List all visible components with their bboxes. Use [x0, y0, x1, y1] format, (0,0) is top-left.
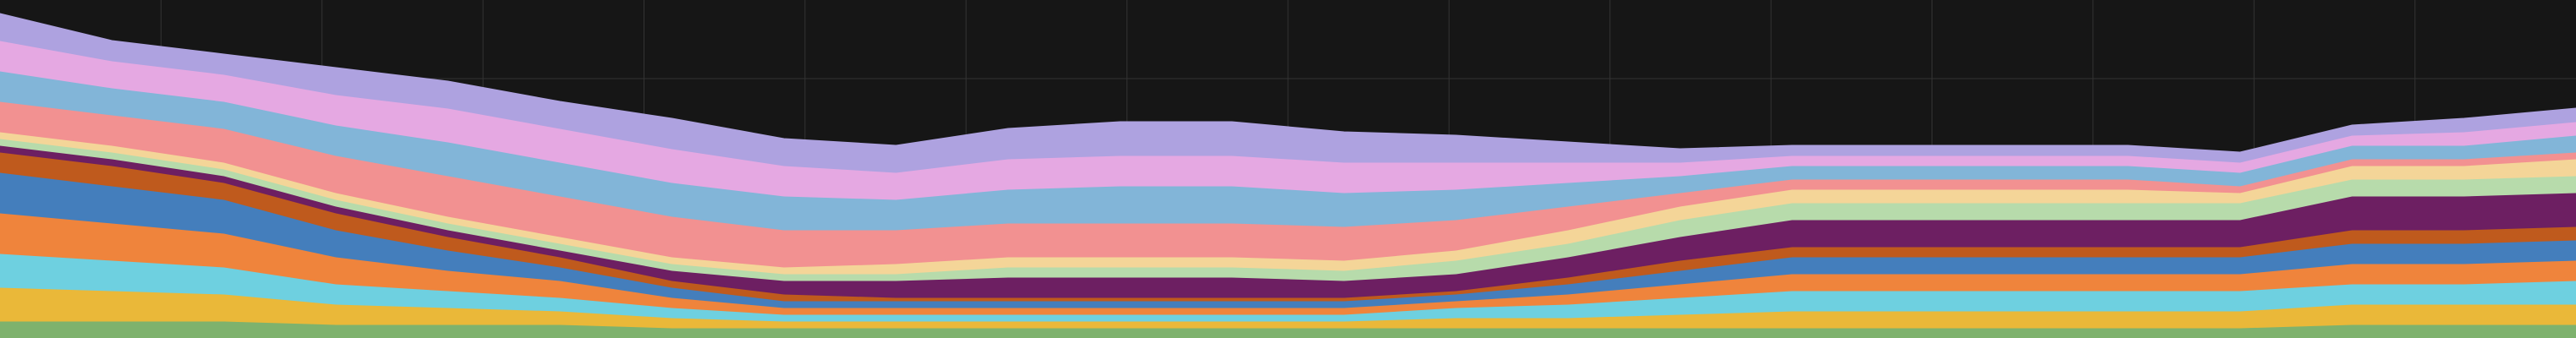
area: [0, 13, 2576, 173]
